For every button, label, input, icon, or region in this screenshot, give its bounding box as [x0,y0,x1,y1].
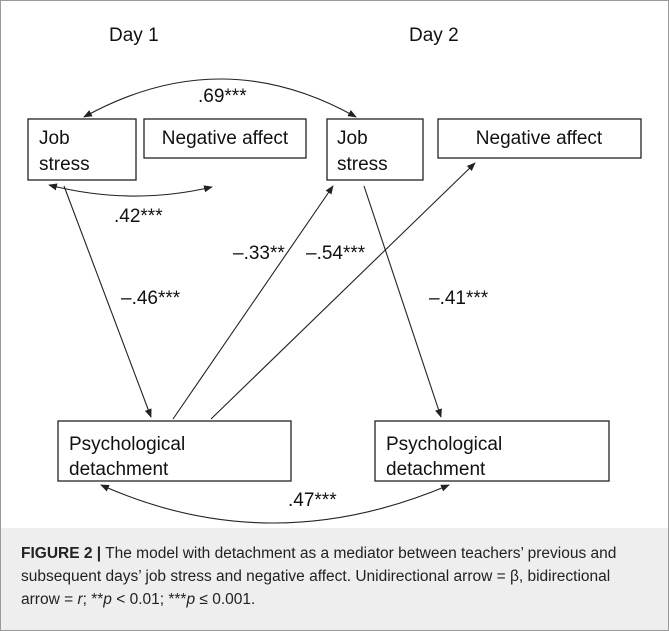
edge-label: .69*** [198,86,247,107]
node-label: detachment [386,459,486,480]
node-label: Job [337,128,368,149]
edge-label: –.54*** [306,243,366,264]
day-label: Day 2 [409,25,459,46]
edge-label: .47*** [288,490,337,511]
node-label: detachment [69,459,169,480]
caption-label: FIGURE 2 | [21,545,102,562]
node-label: Negative affect [162,128,289,149]
node-box [143,118,307,159]
caption-text: < 0.01; *** [111,591,187,608]
edge-label: –.41*** [429,288,489,309]
node-label: Psychological [69,434,185,455]
arrow [100,484,450,524]
node-box [27,118,137,181]
node-box [326,118,424,181]
edge-label: –.46*** [121,288,181,309]
node-box [374,420,610,482]
caption-text: r [77,591,83,608]
caption-text: p [103,591,112,608]
arrow [363,185,442,418]
node-label: Negative affect [476,128,603,149]
node-box [437,118,642,159]
node-label: Psychological [386,434,502,455]
edge-label: .42*** [114,206,163,227]
node-label: stress [39,154,90,175]
caption-text: p [186,591,196,608]
caption-text: ; ** [82,591,104,608]
day-label: Day 1 [109,25,159,46]
caption: FIGURE 2 | The model with detachment as … [1,528,668,630]
caption-text: ≤ 0.001. [195,591,256,608]
node-label: stress [337,154,388,175]
edge-label: –.33** [233,243,285,264]
diagram: Day 1 Day 2 Job stress Negative affect J… [27,25,642,524]
arrow [63,185,152,418]
arrow [83,78,357,118]
arrow [172,185,334,420]
node-box [57,420,292,482]
caption-text: The model with detachment as a mediator … [21,545,617,608]
arrow [48,183,213,197]
arrow [210,162,476,420]
node-label: Job [39,128,70,149]
